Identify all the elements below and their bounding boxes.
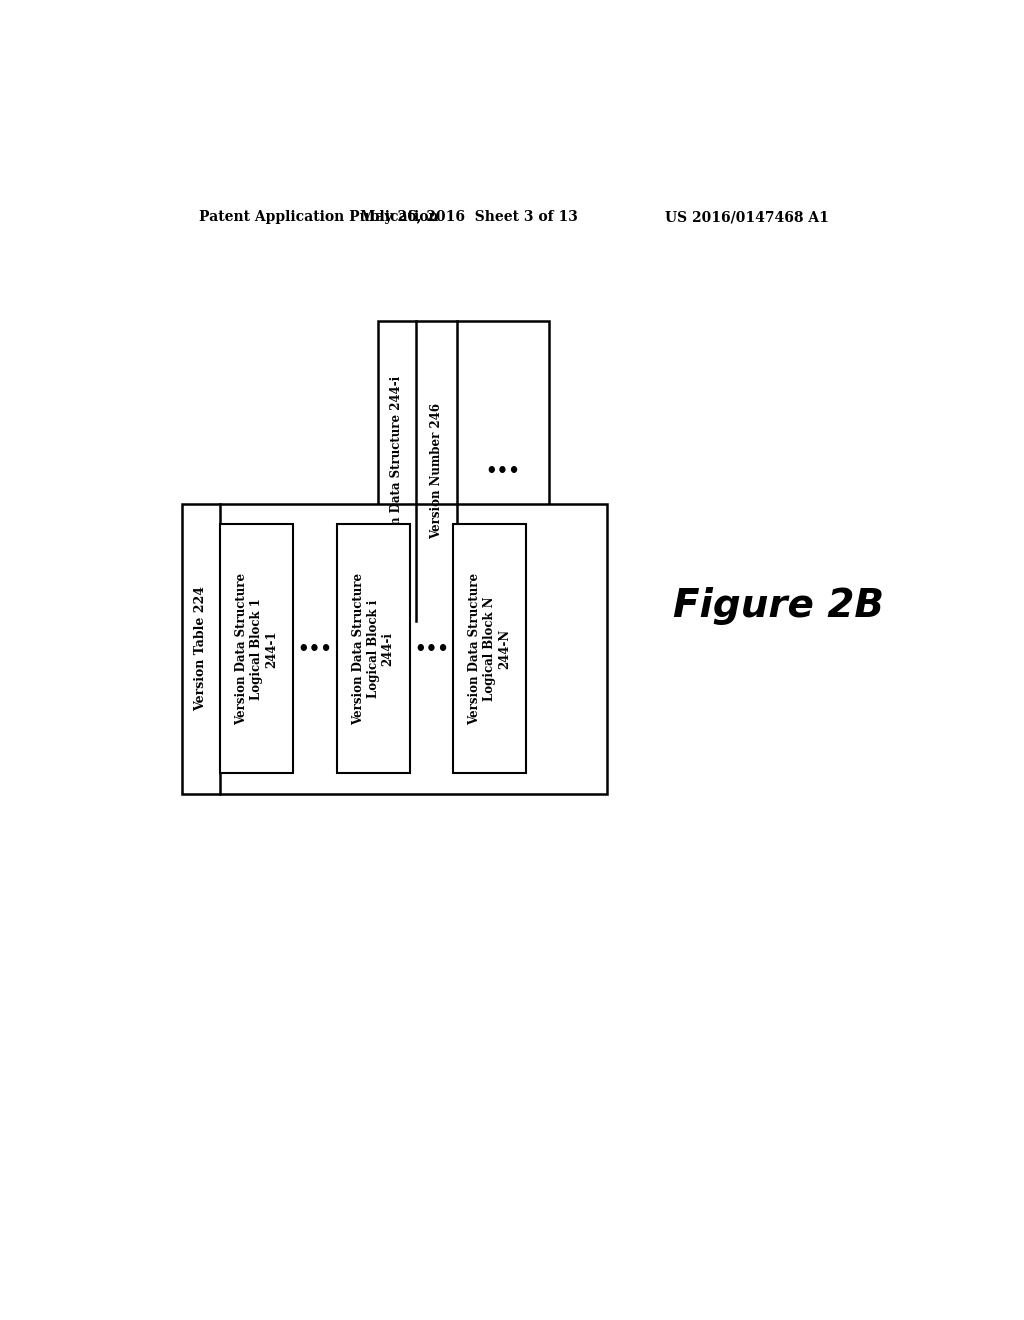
Text: May 26, 2016  Sheet 3 of 13: May 26, 2016 Sheet 3 of 13	[360, 210, 579, 224]
Text: Version Data Structure
Logical Block N
244-N: Version Data Structure Logical Block N 2…	[468, 573, 511, 725]
Text: •••: •••	[414, 640, 449, 657]
Text: •••: •••	[485, 462, 520, 480]
Text: Version Data Structure 244-i: Version Data Structure 244-i	[390, 376, 403, 566]
Text: US 2016/0147468 A1: US 2016/0147468 A1	[665, 210, 829, 224]
Bar	[337, 524, 410, 774]
Text: Figure 2B: Figure 2B	[673, 586, 885, 624]
Bar	[220, 524, 293, 774]
Text: Patent Application Publication: Patent Application Publication	[200, 210, 439, 224]
Text: Version Table 224: Version Table 224	[195, 586, 208, 711]
Text: Version Data Structure
Logical Block i
244-i: Version Data Structure Logical Block i 2…	[351, 573, 394, 725]
Bar	[182, 504, 606, 793]
Bar	[454, 524, 526, 774]
Text: Version Number 246: Version Number 246	[430, 403, 443, 539]
Text: Version Data Structure
Logical Block 1
244-1: Version Data Structure Logical Block 1 2…	[236, 573, 279, 725]
Text: •••: •••	[297, 640, 333, 657]
Bar	[378, 321, 549, 620]
